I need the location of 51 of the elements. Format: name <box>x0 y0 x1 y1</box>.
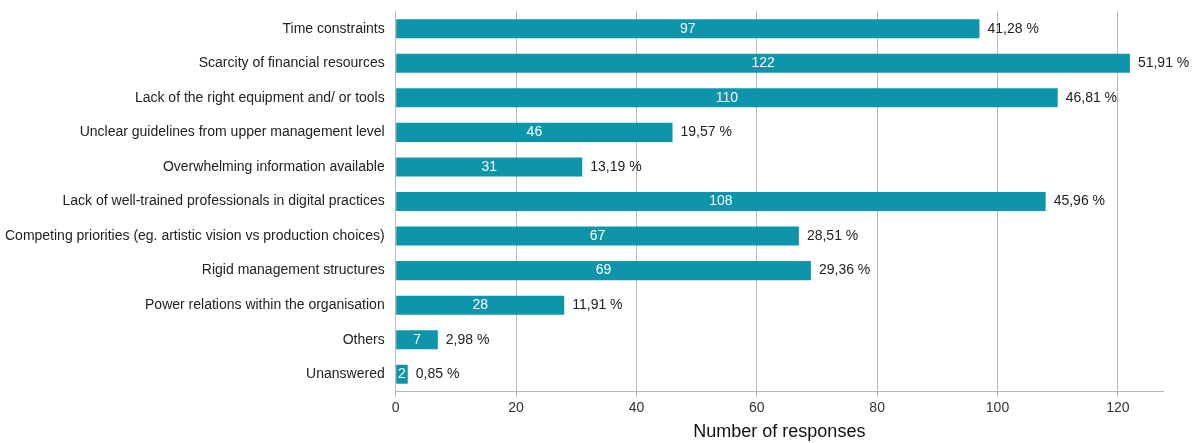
annotation: 46,81 % <box>1065 88 1118 105</box>
bar <box>396 122 673 142</box>
data-label: 97 <box>680 19 696 36</box>
data-label: 67 <box>589 226 606 243</box>
y-tick-label: Others <box>342 330 385 347</box>
bar <box>396 226 799 246</box>
y-tick-label: Time constraints <box>282 19 385 36</box>
x-axis-title: Number of responses <box>693 421 866 442</box>
data-label: 108 <box>709 192 733 209</box>
annotation: 51,91 % <box>1137 54 1190 71</box>
data-label: 69 <box>595 261 612 278</box>
x-tick-label: 100 <box>985 398 1010 415</box>
x-tick-label: 0 <box>391 398 400 415</box>
data-label: 122 <box>751 54 775 71</box>
y-tick-label: Overwhelming information available <box>162 157 385 174</box>
bar <box>396 261 811 281</box>
x-tick-label: 80 <box>869 398 886 415</box>
annotation: 13,19 % <box>590 157 642 174</box>
x-tick-label: 20 <box>508 398 525 415</box>
data-label: 7 <box>413 330 422 347</box>
x-tick-label: 60 <box>749 398 765 415</box>
data-label: 28 <box>472 296 489 313</box>
bar <box>396 330 438 350</box>
annotation: 45,96 % <box>1053 192 1106 209</box>
y-tick-label: Unclear guidelines from upper management level <box>79 123 385 140</box>
data-label: 46 <box>526 123 543 140</box>
y-tick-label: Unanswered <box>306 365 385 382</box>
data-label: 110 <box>715 88 739 105</box>
data-label: 2 <box>398 365 407 382</box>
bar <box>396 295 565 315</box>
bar <box>396 157 583 177</box>
annotation: 19,57 % <box>680 123 732 140</box>
annotation: 41,28 % <box>987 19 1039 36</box>
x-tick-label: 40 <box>628 398 645 415</box>
data-label: 31 <box>481 157 498 174</box>
annotation: 2,98 % <box>445 330 490 347</box>
bar <box>396 53 1130 73</box>
y-tick-label: Power relations within the organisation <box>145 296 385 313</box>
annotation: 29,36 % <box>818 261 871 278</box>
y-tick-label: Lack of the right equipment and/ or tools <box>134 88 385 105</box>
annotation: 11,91 % <box>572 296 623 313</box>
y-tick-label: Rigid management structures <box>201 261 385 278</box>
y-tick-label: Scarcity of financial resources <box>198 54 385 71</box>
bar <box>396 88 1058 108</box>
x-tick-label: 120 <box>1106 398 1130 415</box>
annotation: 28,51 % <box>806 226 859 243</box>
y-tick-label: Competing priorities (eg. artistic vision vs production choices) <box>4 226 385 243</box>
y-tick-label: Lack of well-trained professionals in digital practices <box>62 192 385 209</box>
annotation: 0,85 % <box>415 365 460 382</box>
bar <box>396 19 980 39</box>
bar <box>396 192 1046 212</box>
